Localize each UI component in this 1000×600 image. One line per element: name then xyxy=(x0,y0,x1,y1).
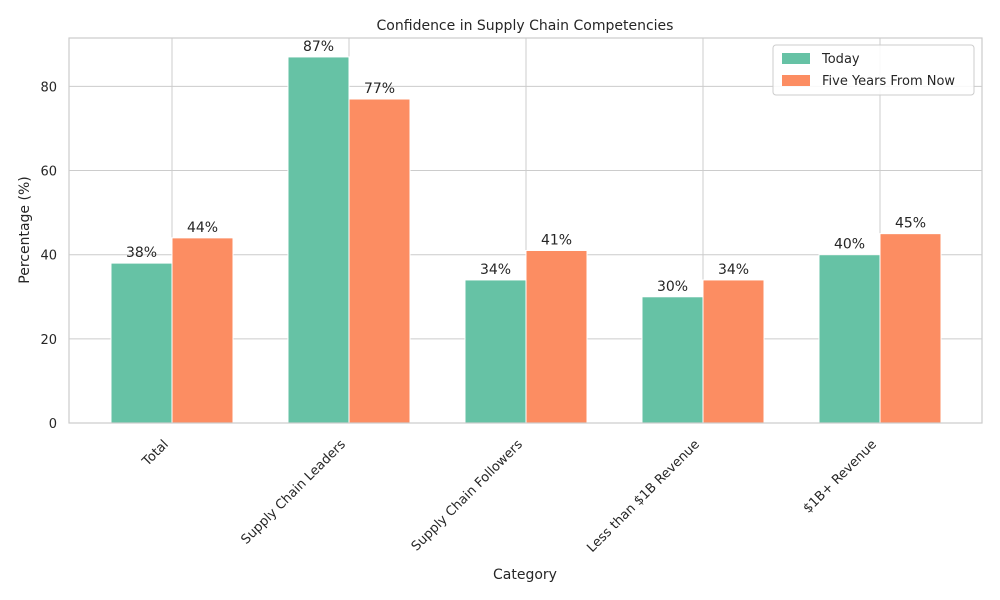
bar-value-label: 87% xyxy=(303,39,334,55)
bar-labels: 38% 44% 87% 77% 34% 41% 30% 34% 40% 45% xyxy=(126,39,926,295)
chart-title: Confidence in Supply Chain Competencies xyxy=(377,18,674,34)
y-tick-label: 80 xyxy=(40,80,57,95)
bar-value-label: 34% xyxy=(480,262,511,278)
bar-value-label: 34% xyxy=(718,262,749,278)
legend-swatch xyxy=(782,75,810,86)
y-tick-label: 20 xyxy=(40,333,57,348)
bar-value-label: 30% xyxy=(657,279,688,295)
bar-value-label: 41% xyxy=(541,232,572,248)
bar-today-2 xyxy=(464,279,527,424)
bar-today-1 xyxy=(287,56,350,424)
bar-five-years-1 xyxy=(348,98,411,424)
bar-value-label: 77% xyxy=(364,81,395,97)
bar-value-label: 45% xyxy=(895,216,926,232)
legend: Today Five Years From Now xyxy=(772,44,975,96)
y-axis-label: Percentage (%) xyxy=(17,176,33,283)
bar-five-years-2 xyxy=(525,249,588,424)
y-tick-label: 40 xyxy=(40,249,57,264)
y-tick-label: 0 xyxy=(49,417,57,432)
bar-five-years-4 xyxy=(879,233,942,424)
x-axis-ticks: Total Supply Chain Leaders Supply Chain Fo… xyxy=(139,437,880,556)
bar-five-years-0 xyxy=(171,237,234,424)
x-tick-label: Total xyxy=(139,437,172,470)
bar-today-4 xyxy=(818,254,881,424)
legend-box xyxy=(772,44,975,96)
legend-entry: Today xyxy=(821,52,860,67)
legend-entry: Five Years From Now xyxy=(822,74,955,89)
x-axis-label: Category xyxy=(493,567,557,583)
legend-swatch xyxy=(782,53,810,64)
bar-value-label: 38% xyxy=(126,245,157,261)
x-tick-label: $1B+ Revenue xyxy=(801,437,880,516)
y-axis-ticks: 0 20 40 60 80 xyxy=(40,80,57,432)
bar-value-label: 40% xyxy=(834,237,865,253)
bar-today-0 xyxy=(110,262,173,424)
x-tick-label: Less than $1B Revenue xyxy=(584,437,702,555)
bar-five-years-3 xyxy=(702,279,765,424)
x-tick-label: Supply Chain Followers xyxy=(409,437,526,554)
y-tick-label: 60 xyxy=(40,165,57,180)
bar-today-3 xyxy=(641,296,704,424)
bar-value-label: 44% xyxy=(187,220,218,236)
x-tick-label: Supply Chain Leaders xyxy=(238,437,349,548)
plot-frame xyxy=(68,37,983,424)
